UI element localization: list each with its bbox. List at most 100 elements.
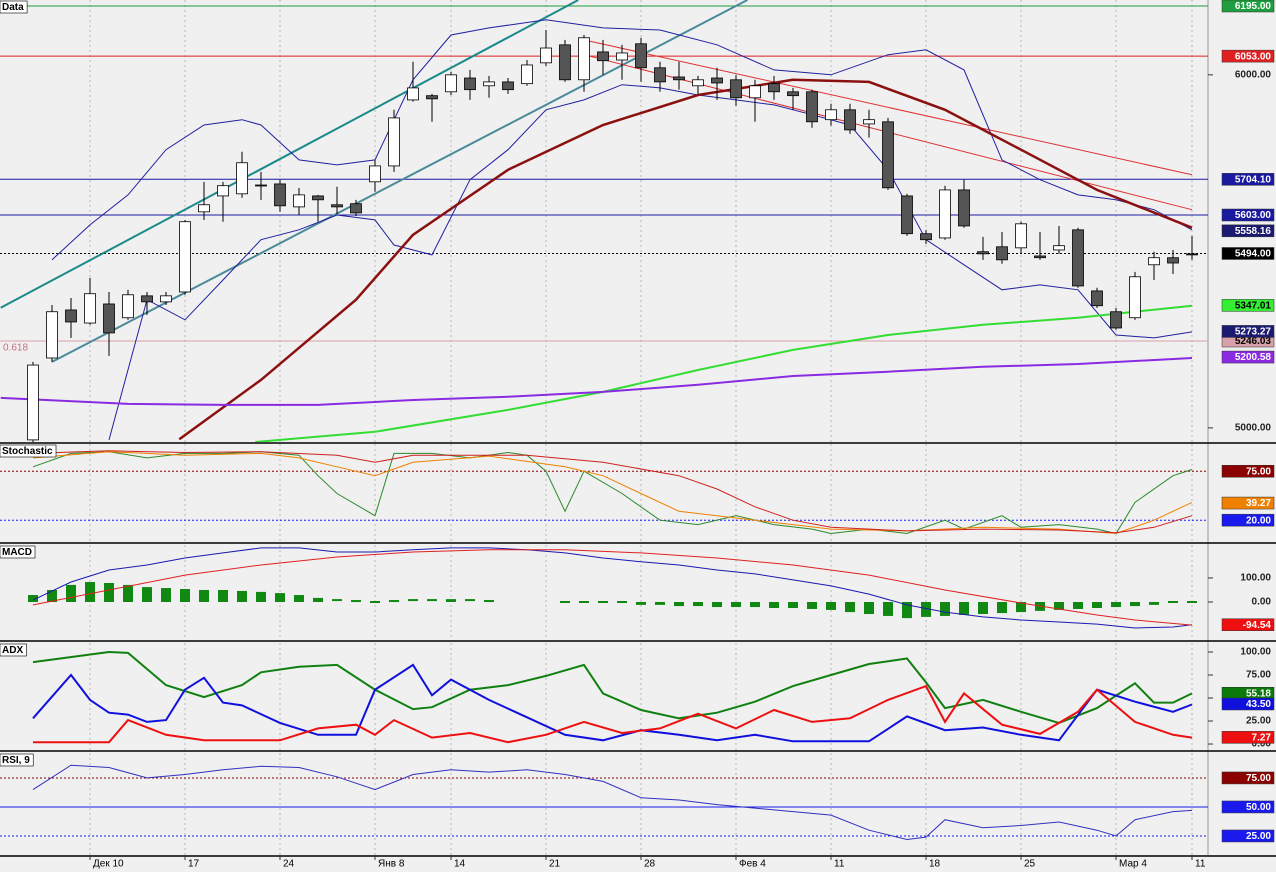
candle-body	[407, 87, 419, 101]
histogram-bar	[28, 595, 38, 602]
candle-body	[426, 95, 438, 100]
histogram-bar	[1149, 602, 1159, 605]
y-tick-label: 0.00	[1252, 739, 1272, 750]
candle-body	[274, 183, 286, 207]
histogram-bar	[1111, 602, 1121, 608]
value-label-box	[1221, 829, 1275, 843]
panel-0: 0.618	[0, 0, 1208, 442]
value-label: 5273.27	[1235, 327, 1272, 338]
value-label-box	[1221, 208, 1275, 222]
indicator-line	[33, 684, 1193, 744]
panel-1	[0, 444, 1208, 542]
candle-body	[255, 184, 267, 187]
value-label-box	[1221, 299, 1275, 312]
x-tick-label: 18	[929, 859, 941, 870]
candle-body	[882, 121, 894, 189]
value-label: 43.50	[1246, 699, 1271, 710]
value-label-box	[1221, 247, 1275, 260]
candle-body	[312, 195, 324, 201]
candle-body	[635, 43, 647, 69]
histogram-bar	[161, 588, 171, 602]
x-tick-label: 24	[283, 859, 295, 870]
candle-body	[122, 294, 134, 319]
histogram-bar	[123, 584, 133, 602]
candle-body	[1015, 223, 1027, 249]
x-tick-label: 11	[834, 859, 845, 870]
value-label: 39.27	[1246, 498, 1271, 509]
histogram-bar	[750, 602, 760, 608]
histogram-bar	[465, 599, 475, 602]
value-label-box	[1221, 173, 1275, 186]
value-label-box	[1221, 325, 1275, 338]
histogram-bar	[1168, 601, 1178, 603]
histogram-bar	[731, 602, 741, 608]
panel-3	[32, 643, 1193, 750]
candle-body	[977, 251, 989, 255]
value-label: 5704.10	[1235, 174, 1272, 185]
candle-body	[141, 295, 153, 303]
candle-body	[768, 83, 780, 93]
candle-body	[1034, 255, 1046, 259]
candle-body	[920, 233, 932, 241]
histogram-bar	[617, 601, 627, 603]
candle-body	[806, 91, 818, 123]
value-label: 5246.03	[1235, 336, 1272, 347]
y-tick-label: 25.00	[1246, 716, 1271, 727]
y-tick-label: 100.00	[1240, 647, 1271, 658]
indicator-line	[255, 304, 1193, 442]
histogram-bar	[807, 602, 817, 609]
histogram-bar	[788, 602, 798, 609]
histogram-bar	[959, 602, 969, 615]
panel-title: MACD	[2, 547, 32, 558]
histogram-bar	[1187, 601, 1197, 603]
candle-body	[350, 203, 362, 214]
x-tick-label: 21	[549, 859, 561, 870]
histogram-bar	[1092, 602, 1102, 609]
candle-body	[901, 195, 913, 235]
histogram-bar	[313, 597, 323, 602]
candle-body	[787, 91, 799, 97]
histogram-bar	[636, 602, 646, 605]
histogram-bar	[370, 601, 380, 603]
x-tick-label: 14	[454, 859, 466, 870]
value-label: 20.00	[1246, 515, 1271, 526]
value-label-box	[1221, 224, 1275, 238]
histogram-bar	[1016, 602, 1026, 613]
candle-body	[1091, 290, 1103, 307]
candle-body	[502, 81, 514, 91]
value-label: 50.00	[1246, 802, 1271, 813]
y-tick-label: 5000.00	[1235, 423, 1272, 434]
histogram-bar	[237, 590, 247, 602]
candle-body	[749, 85, 761, 99]
value-label: 5558.16	[1235, 226, 1272, 237]
candle-body	[673, 76, 685, 81]
candle-body	[217, 185, 229, 197]
y-tick-label: 0.00	[1252, 597, 1272, 608]
value-label-box	[1221, 464, 1275, 478]
value-label-box	[1221, 496, 1275, 510]
x-tick-label: 28	[644, 859, 656, 870]
candle-body	[616, 52, 628, 61]
histogram-bar	[712, 602, 722, 608]
value-label-box	[1221, 0, 1275, 13]
histogram-bar	[85, 582, 95, 602]
candle-body	[483, 81, 495, 87]
indicator-line	[583, 39, 1193, 176]
candle-body	[236, 162, 248, 195]
candle-body	[1053, 245, 1065, 251]
histogram-bar	[389, 600, 399, 603]
panel-title-box	[0, 643, 27, 657]
candle-body	[597, 51, 609, 62]
panel-4	[0, 753, 1208, 855]
panel-title: Data	[2, 2, 24, 13]
panel-title-box	[0, 545, 36, 559]
indicator-line	[32, 451, 1193, 535]
value-label-box	[1221, 350, 1275, 364]
histogram-bar	[674, 602, 684, 607]
level-note: 0.618	[3, 343, 28, 354]
candle-body	[464, 77, 476, 91]
indicator-line	[32, 663, 1193, 743]
histogram-bar	[47, 589, 57, 602]
histogram-bar	[446, 599, 456, 602]
